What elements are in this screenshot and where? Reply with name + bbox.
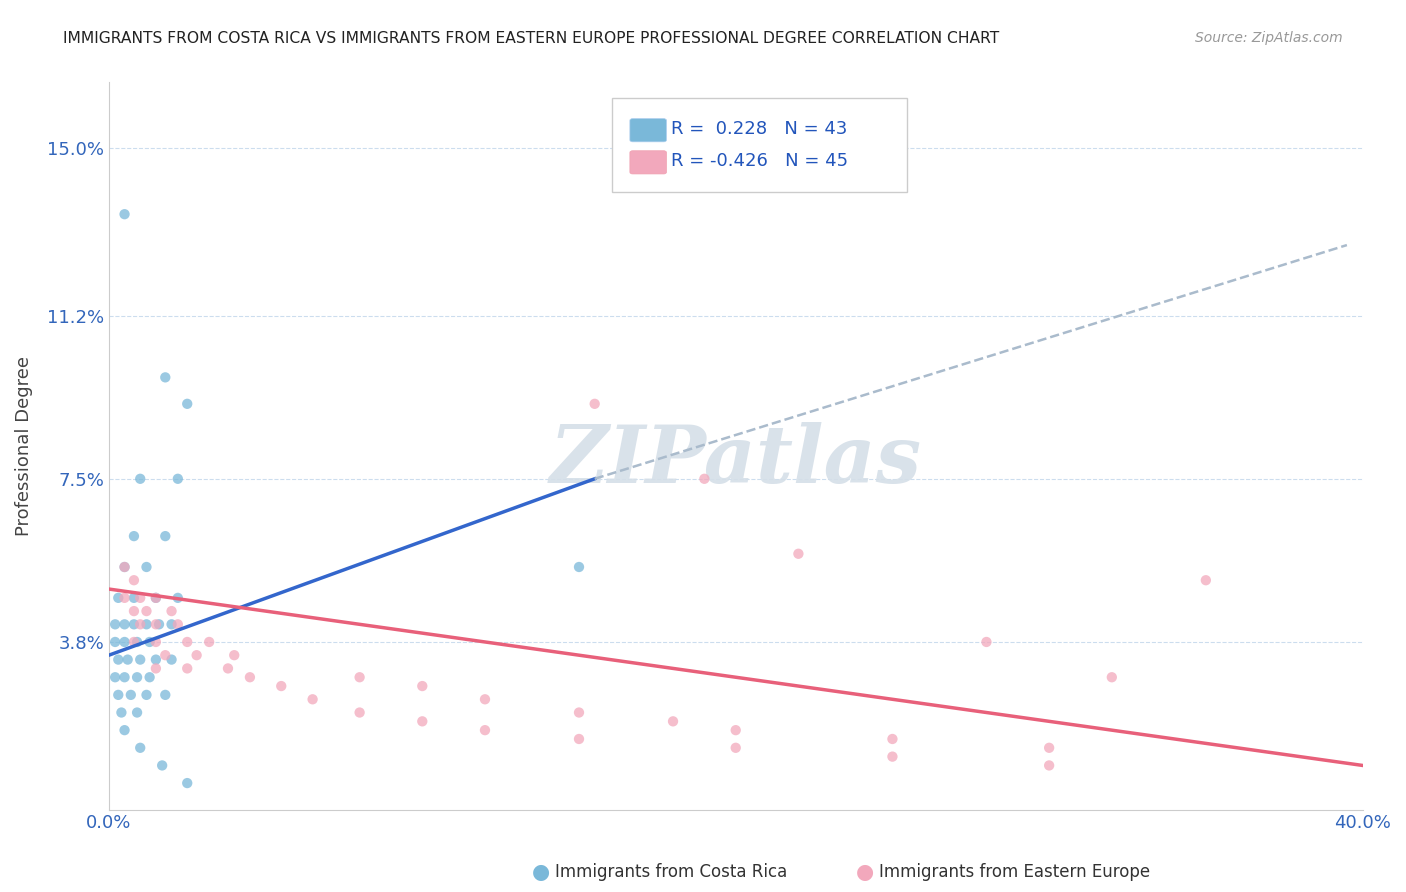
Point bbox=[474, 692, 496, 706]
Point bbox=[122, 529, 145, 543]
Point bbox=[217, 661, 239, 675]
Point bbox=[882, 731, 904, 746]
Y-axis label: Professional Degree: Professional Degree bbox=[15, 356, 32, 536]
Point bbox=[122, 635, 145, 649]
Point bbox=[176, 776, 198, 790]
Text: Source: ZipAtlas.com: Source: ZipAtlas.com bbox=[1195, 31, 1343, 45]
Point bbox=[129, 617, 152, 632]
Point bbox=[145, 617, 167, 632]
Point bbox=[114, 635, 136, 649]
Point bbox=[411, 714, 433, 729]
Point bbox=[724, 740, 747, 755]
Point bbox=[122, 573, 145, 587]
Text: ●: ● bbox=[856, 863, 873, 882]
Point bbox=[145, 635, 167, 649]
Text: R =  0.228   N = 43: R = 0.228 N = 43 bbox=[671, 120, 846, 138]
Point bbox=[176, 661, 198, 675]
Point bbox=[198, 635, 221, 649]
Point bbox=[122, 604, 145, 618]
Point bbox=[411, 679, 433, 693]
Point bbox=[155, 370, 177, 384]
Point bbox=[1038, 758, 1060, 772]
Point bbox=[125, 635, 148, 649]
Point bbox=[110, 706, 132, 720]
Text: ZIPatlas: ZIPatlas bbox=[550, 422, 922, 499]
Point bbox=[114, 591, 136, 605]
Point bbox=[166, 591, 188, 605]
Point bbox=[145, 661, 167, 675]
Point bbox=[155, 688, 177, 702]
Point bbox=[224, 648, 246, 663]
Point bbox=[270, 679, 292, 693]
Point bbox=[122, 591, 145, 605]
Point bbox=[176, 635, 198, 649]
Point bbox=[117, 652, 139, 666]
Point bbox=[107, 652, 129, 666]
Point bbox=[114, 670, 136, 684]
Point bbox=[474, 723, 496, 738]
Point bbox=[114, 207, 136, 221]
Point bbox=[568, 731, 591, 746]
Point bbox=[176, 397, 198, 411]
Point bbox=[349, 706, 371, 720]
Point bbox=[160, 652, 183, 666]
Point bbox=[107, 688, 129, 702]
Point bbox=[129, 591, 152, 605]
Point bbox=[122, 617, 145, 632]
Point bbox=[145, 591, 167, 605]
Point bbox=[114, 617, 136, 632]
Point bbox=[135, 688, 157, 702]
Point bbox=[138, 635, 160, 649]
Point bbox=[135, 604, 157, 618]
Point bbox=[104, 670, 127, 684]
Point bbox=[160, 604, 183, 618]
Point bbox=[155, 529, 177, 543]
Point bbox=[135, 617, 157, 632]
Text: R = -0.426   N = 45: R = -0.426 N = 45 bbox=[671, 153, 848, 170]
Point bbox=[125, 706, 148, 720]
Point bbox=[155, 648, 177, 663]
Point bbox=[145, 652, 167, 666]
Point bbox=[166, 617, 188, 632]
Point bbox=[568, 706, 591, 720]
Text: IMMIGRANTS FROM COSTA RICA VS IMMIGRANTS FROM EASTERN EUROPE PROFESSIONAL DEGREE: IMMIGRANTS FROM COSTA RICA VS IMMIGRANTS… bbox=[63, 31, 1000, 46]
Text: Immigrants from Eastern Europe: Immigrants from Eastern Europe bbox=[879, 863, 1150, 881]
Point bbox=[129, 652, 152, 666]
Point bbox=[787, 547, 810, 561]
Point bbox=[114, 560, 136, 574]
Point bbox=[104, 635, 127, 649]
Point bbox=[882, 749, 904, 764]
Point bbox=[1038, 740, 1060, 755]
Point bbox=[724, 723, 747, 738]
Point bbox=[1101, 670, 1123, 684]
Point bbox=[145, 591, 167, 605]
Point bbox=[129, 740, 152, 755]
Point bbox=[148, 617, 170, 632]
Point bbox=[150, 758, 173, 772]
Point bbox=[568, 560, 591, 574]
Point bbox=[125, 670, 148, 684]
Point bbox=[129, 472, 152, 486]
Point bbox=[976, 635, 998, 649]
Point bbox=[138, 670, 160, 684]
Point bbox=[107, 591, 129, 605]
Point bbox=[583, 397, 606, 411]
Point bbox=[239, 670, 262, 684]
Point bbox=[1195, 573, 1218, 587]
Point bbox=[301, 692, 323, 706]
Point bbox=[114, 560, 136, 574]
Point bbox=[160, 617, 183, 632]
Point bbox=[135, 560, 157, 574]
Point bbox=[349, 670, 371, 684]
Text: Immigrants from Costa Rica: Immigrants from Costa Rica bbox=[555, 863, 787, 881]
Point bbox=[166, 472, 188, 486]
Point bbox=[186, 648, 208, 663]
Text: ●: ● bbox=[533, 863, 550, 882]
Point bbox=[693, 472, 716, 486]
Point bbox=[104, 617, 127, 632]
Point bbox=[662, 714, 685, 729]
Point bbox=[114, 723, 136, 738]
Point bbox=[120, 688, 142, 702]
